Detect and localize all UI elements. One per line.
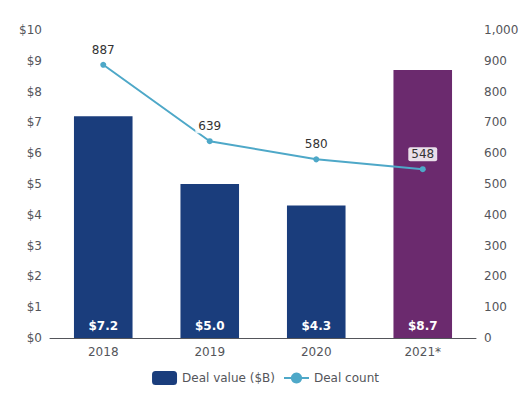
svg-text:548: 548 — [411, 147, 434, 161]
svg-text:500: 500 — [484, 177, 507, 191]
svg-text:2020: 2020 — [301, 345, 332, 359]
svg-text:0: 0 — [484, 331, 492, 345]
svg-text:$10: $10 — [19, 23, 42, 37]
svg-text:2021*: 2021* — [404, 345, 441, 359]
svg-text:800: 800 — [484, 85, 507, 99]
svg-text:2018: 2018 — [88, 345, 119, 359]
svg-text:$8.7: $8.7 — [408, 319, 438, 333]
svg-text:$6: $6 — [27, 146, 42, 160]
svg-text:1,000: 1,000 — [484, 23, 518, 37]
svg-text:100: 100 — [484, 300, 507, 314]
svg-text:$7.2: $7.2 — [88, 319, 118, 333]
svg-text:2019: 2019 — [194, 345, 225, 359]
svg-text:$8: $8 — [27, 85, 42, 99]
svg-text:900: 900 — [484, 54, 507, 68]
svg-text:$3: $3 — [27, 239, 42, 253]
svg-text:400: 400 — [484, 208, 507, 222]
svg-text:$4: $4 — [27, 208, 42, 222]
svg-text:$4.3: $4.3 — [301, 319, 331, 333]
svg-text:600: 600 — [484, 146, 507, 160]
svg-text:200: 200 — [484, 269, 507, 283]
svg-text:$5.0: $5.0 — [195, 319, 225, 333]
svg-text:$2: $2 — [27, 269, 42, 283]
svg-text:$0: $0 — [27, 331, 42, 345]
svg-text:Deal value ($B): Deal value ($B) — [182, 371, 275, 385]
svg-text:887: 887 — [92, 43, 115, 57]
svg-text:580: 580 — [305, 137, 328, 151]
svg-text:700: 700 — [484, 115, 507, 129]
svg-text:$5: $5 — [27, 177, 42, 191]
svg-text:Deal count: Deal count — [314, 371, 379, 385]
svg-text:$7: $7 — [27, 115, 42, 129]
svg-text:$1: $1 — [27, 300, 42, 314]
svg-text:639: 639 — [198, 119, 221, 133]
svg-text:$9: $9 — [27, 54, 42, 68]
svg-text:300: 300 — [484, 239, 507, 253]
